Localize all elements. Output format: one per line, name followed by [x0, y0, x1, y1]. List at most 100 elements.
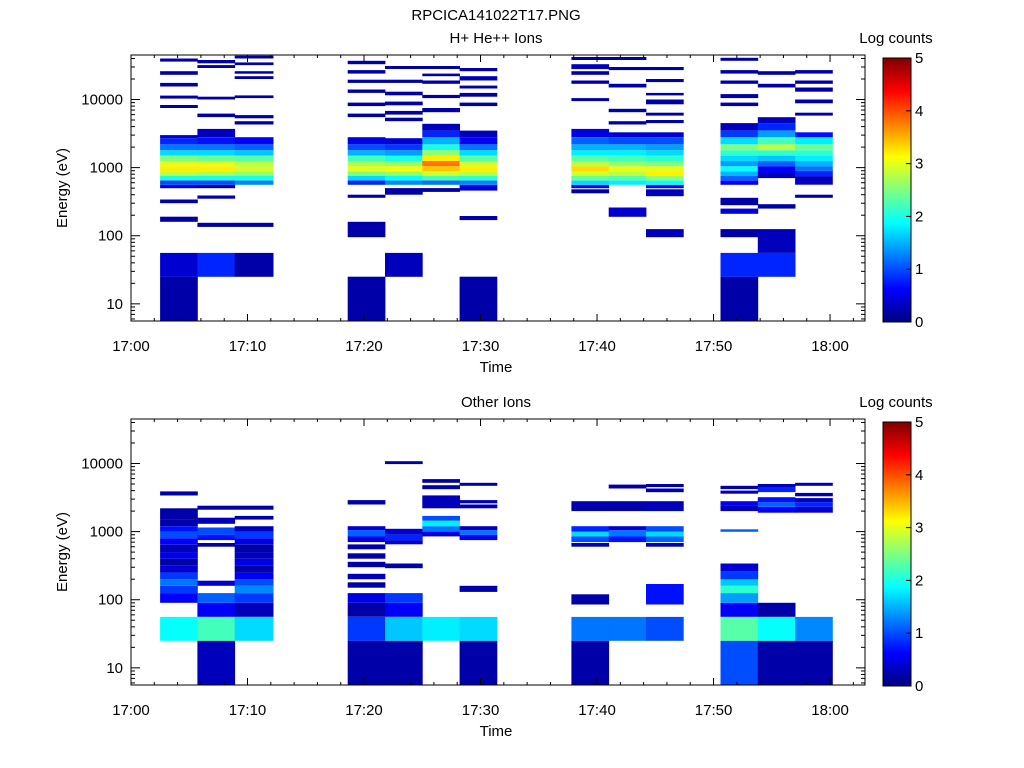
colorbar-tick-label: 2 [915, 208, 923, 225]
heatmap-cell [385, 150, 423, 156]
heatmap-cell [160, 166, 198, 172]
x-tick-label: 17:00 [112, 702, 150, 719]
heatmap-cell [459, 171, 498, 176]
heatmap-cell [234, 585, 274, 594]
heatmap-cell [197, 65, 236, 68]
axes: 17:00 17:10 17:20 17:30 17:40 17:50 18:00 10 100… [81, 419, 865, 719]
heatmap-cell [795, 155, 833, 161]
x-tick-label: 17:20 [345, 338, 383, 355]
heatmap-cell [422, 520, 460, 527]
heatmap-cell [385, 640, 423, 685]
heatmap-cell [234, 76, 274, 79]
heatmap-cell [571, 161, 610, 167]
heatmap-cell [385, 593, 423, 603]
heatmap-cell [347, 640, 386, 685]
heatmap-cell [720, 571, 759, 580]
colorbar-label: Log counts [859, 30, 932, 47]
colorbar [882, 421, 912, 687]
heatmap-cell [347, 582, 386, 588]
heatmap-cell [160, 150, 198, 156]
colorbar [882, 57, 912, 323]
heatmap-cell [646, 526, 684, 532]
heatmap-cell [795, 194, 833, 198]
heatmap-cell [720, 130, 759, 138]
heatmap-cell [160, 538, 198, 545]
heatmap-cell [234, 150, 274, 156]
colorbar-tick-label: 1 [915, 625, 923, 642]
heatmap-cell [608, 207, 647, 217]
heatmap-cell [197, 60, 236, 64]
heatmap-cell [234, 531, 274, 539]
heatmap-cell [646, 488, 684, 493]
heatmap-cell [795, 502, 833, 507]
heatmap-cell [347, 89, 386, 93]
heatmap-cell [459, 137, 498, 145]
heatmap-cell [422, 66, 460, 69]
heatmap-cell [160, 175, 198, 181]
heatmap-cell [197, 593, 236, 603]
heatmap-cell [347, 561, 386, 568]
heatmap-cell [720, 175, 759, 181]
heatmap-cell [422, 166, 460, 172]
heatmap-cell [347, 79, 386, 83]
figure-title: RPCICA141022T17.PNG [411, 7, 580, 24]
heatmap-cell [571, 150, 610, 156]
heatmap-cell [347, 180, 386, 185]
heatmap-cell [422, 171, 460, 176]
heatmap-cell [720, 150, 759, 156]
heatmap-cell [571, 531, 610, 537]
heatmap-cell [347, 500, 386, 505]
heatmap-cell [234, 55, 274, 59]
heatmap-cell [459, 500, 498, 504]
y-axis-label: Energy (eV) [54, 148, 71, 228]
heatmap-cell [234, 602, 274, 617]
heatmap-cell [197, 171, 236, 176]
heatmap-cell [234, 505, 274, 510]
heatmap-cell [571, 501, 610, 505]
heatmap-cell [422, 123, 460, 131]
heatmap-cell [757, 83, 796, 88]
axes: 17:00 17:10 17:20 17:30 17:40 17:50 18:00 10 100… [81, 55, 865, 355]
heatmap-cell [234, 161, 274, 167]
heatmap-cell [646, 99, 684, 105]
heatmap-cell [720, 276, 759, 321]
x-tick-label: 17:50 [695, 702, 733, 719]
colorbar-tick-label: 3 [915, 156, 923, 173]
heatmap-cell [757, 484, 796, 488]
heatmap-cell [160, 71, 198, 75]
heatmap-cell [459, 130, 498, 138]
heatmap-cell [347, 150, 386, 156]
heatmap-cell [720, 123, 759, 131]
heatmap-cell [720, 585, 759, 594]
heatmap-cell [720, 102, 759, 107]
heatmap-cell [459, 68, 498, 72]
heatmap-cell [646, 120, 684, 124]
heatmap-cell [385, 110, 423, 115]
colorbar-ticks: 0 1 2 3 4 5 [906, 414, 923, 695]
heatmap-cell [385, 66, 423, 69]
heatmap-cell [422, 515, 460, 521]
heatmap-cell [385, 171, 423, 176]
heatmap-cell [347, 593, 386, 603]
heatmap-cell [197, 505, 236, 510]
heatmap-cell [347, 175, 386, 181]
heatmap-cell [757, 144, 796, 151]
y-tick-label: 1000 [90, 160, 123, 177]
heatmap-cell [347, 113, 386, 118]
heatmap-cell [385, 252, 423, 277]
heatmap-cell [385, 138, 423, 145]
heatmap-cell [608, 484, 647, 489]
heatmap-cell [422, 108, 460, 113]
heatmap-cell [646, 92, 684, 96]
heatmap-cell [795, 161, 833, 167]
heatmap-cell [608, 171, 647, 176]
heatmap-cell [422, 130, 460, 138]
heatmap-cell [160, 531, 198, 539]
heatmap-cell [459, 155, 498, 161]
heatmap-cell [385, 166, 423, 172]
heatmap-cell [385, 161, 423, 167]
heatmap-cell [197, 96, 236, 100]
heatmap-cell [234, 616, 274, 641]
heatmap-cell [347, 544, 386, 550]
heatmap-cell [720, 166, 759, 172]
